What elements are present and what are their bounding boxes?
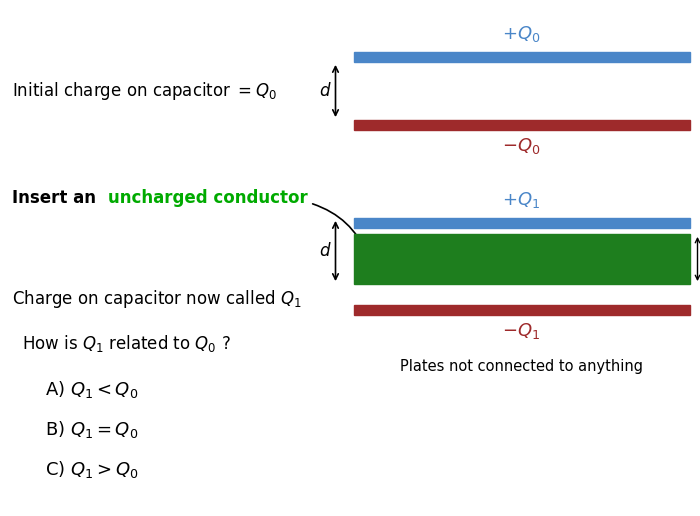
Bar — [354, 52, 690, 62]
Text: A) $Q_1 < Q_0$: A) $Q_1 < Q_0$ — [45, 379, 138, 400]
Text: $-Q_0$: $-Q_0$ — [503, 136, 540, 156]
Bar — [354, 305, 690, 315]
Text: $+Q_0$: $+Q_0$ — [503, 24, 540, 44]
Bar — [354, 120, 690, 130]
Text: B) $Q_1 = Q_0$: B) $Q_1 = Q_0$ — [45, 420, 138, 441]
Text: $d$: $d$ — [319, 82, 332, 100]
Text: Charge on capacitor now called $Q_1$: Charge on capacitor now called $Q_1$ — [12, 288, 302, 311]
Text: Plates not connected to anything: Plates not connected to anything — [400, 360, 643, 375]
FancyArrowPatch shape — [313, 204, 368, 255]
Text: How is $Q_1$ related to $Q_0$ ?: How is $Q_1$ related to $Q_0$ ? — [22, 332, 231, 353]
Bar — [354, 234, 690, 284]
Text: $d$: $d$ — [319, 242, 332, 260]
Text: C) $Q_1 > Q_0$: C) $Q_1 > Q_0$ — [45, 460, 139, 480]
Text: Initial charge on capacitor $= Q_0$: Initial charge on capacitor $= Q_0$ — [12, 80, 276, 102]
Bar — [354, 218, 690, 228]
Text: $-Q_1$: $-Q_1$ — [503, 321, 540, 341]
Text: $+Q_1$: $+Q_1$ — [503, 190, 540, 210]
Text: Insert an: Insert an — [12, 189, 102, 207]
Text: uncharged conductor: uncharged conductor — [108, 189, 308, 207]
